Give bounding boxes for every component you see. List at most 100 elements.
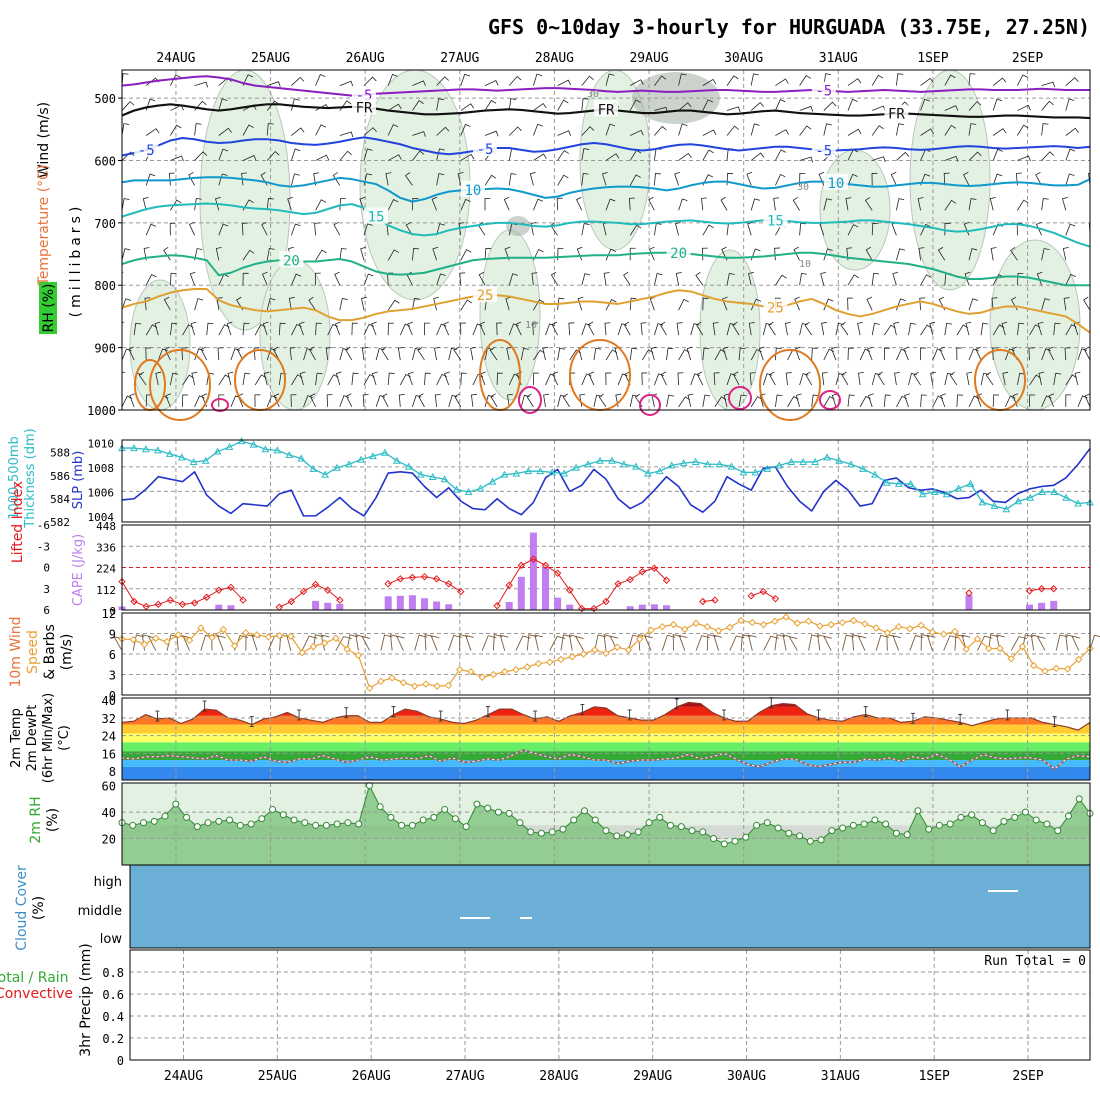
wind-barb xyxy=(194,123,202,136)
rh2m-marker xyxy=(1032,816,1040,824)
thickness-marker xyxy=(655,467,664,475)
lifted-index-marker xyxy=(529,555,538,563)
wind-speed-marker xyxy=(230,642,239,650)
wind-barb xyxy=(325,347,332,361)
wind-speed-marker xyxy=(917,621,925,630)
wind-barb xyxy=(666,394,675,407)
wind-barb xyxy=(436,98,445,111)
wind-barb xyxy=(871,222,879,236)
wind-barb xyxy=(702,224,714,236)
wind-barb xyxy=(1017,124,1029,136)
wind-barb xyxy=(299,371,306,386)
wind-barb xyxy=(382,393,389,408)
wind-barb xyxy=(458,222,465,236)
rh-contour-label: 10 xyxy=(525,320,537,331)
wind-barb xyxy=(768,321,776,336)
wind-barb xyxy=(890,171,897,186)
lifted-index-marker xyxy=(130,597,138,606)
wind-barb xyxy=(695,271,704,286)
precip-ylabel: Convective xyxy=(0,986,73,1002)
wind-barb xyxy=(363,273,374,286)
wind-barb xyxy=(290,394,297,407)
wind-barb xyxy=(784,321,791,336)
thickness-marker xyxy=(620,460,628,468)
wind-barb xyxy=(315,372,323,386)
wind-barb xyxy=(678,396,691,408)
thickness-marker xyxy=(130,444,138,452)
wind-barb xyxy=(181,347,188,361)
thickness-marker xyxy=(930,487,939,495)
wind-barb-10m xyxy=(361,635,371,651)
run-total-label: Run Total = 0 xyxy=(984,954,1086,969)
temp-minmax-bar xyxy=(391,706,396,718)
temp-ylabel: 2m Temp xyxy=(9,708,24,768)
wind-barb xyxy=(917,197,924,211)
wind-barb xyxy=(129,393,135,408)
wind-barb xyxy=(629,297,637,311)
wind-barb xyxy=(433,296,440,311)
wind-barb-10m xyxy=(926,634,936,651)
rh2m-marker xyxy=(473,800,481,808)
wind-barb-10m xyxy=(892,634,902,651)
isotherm-label: -5 xyxy=(815,84,832,100)
wind-barb-10m xyxy=(216,634,226,651)
thickness-marker xyxy=(763,464,772,472)
wind-barb xyxy=(918,247,925,261)
wind-barb xyxy=(1017,74,1028,86)
wind-speed-marker xyxy=(253,631,261,639)
wind-barb xyxy=(1065,148,1076,161)
wind-barb xyxy=(1010,246,1018,261)
wind-barb xyxy=(903,346,909,361)
wind-barb xyxy=(339,197,347,211)
wind-barb xyxy=(894,371,900,386)
wind-barb xyxy=(1061,196,1068,211)
wind-barb xyxy=(263,371,270,386)
wind-barb xyxy=(128,346,135,361)
wind-barb xyxy=(375,348,385,361)
cloud-frame xyxy=(129,864,1091,949)
wind-barb xyxy=(504,246,511,261)
wind-barb xyxy=(308,296,316,311)
thickness-ytick-label: 586 xyxy=(50,470,70,483)
rh2m-marker xyxy=(849,821,857,829)
wind-barb xyxy=(944,124,957,136)
wind-barb xyxy=(121,123,130,136)
thickness-marker xyxy=(381,448,389,456)
wind-barb xyxy=(1029,374,1041,386)
wind-barb xyxy=(339,297,348,311)
wind-barb xyxy=(920,324,932,336)
wind-speed-marker xyxy=(489,670,498,679)
wind-speed-marker xyxy=(534,659,543,668)
wind-barb-10m xyxy=(961,634,971,651)
isotherm-line xyxy=(121,75,1090,97)
wind-speed-marker xyxy=(568,653,576,661)
wind-speed-marker xyxy=(354,651,363,660)
wind-barb xyxy=(218,374,231,386)
wind-barb xyxy=(654,273,663,286)
wind-barb xyxy=(489,346,498,361)
wind-barb-10m xyxy=(851,634,861,651)
wind-barb xyxy=(581,148,590,161)
thickness-marker xyxy=(285,450,294,459)
wind-barb xyxy=(291,273,302,286)
wind-barb xyxy=(266,298,276,311)
lifted-index-marker xyxy=(384,580,392,588)
wind-barb xyxy=(805,371,813,386)
lifted-index-marker xyxy=(662,576,671,584)
wind-speed-marker xyxy=(546,658,554,666)
thickness-marker xyxy=(393,456,401,464)
wind-speed-marker xyxy=(129,635,137,644)
thickness-marker xyxy=(1062,493,1070,501)
cape-bar xyxy=(227,605,235,610)
wind-barb xyxy=(407,321,413,336)
wind-barb xyxy=(785,372,792,386)
wind-barb xyxy=(654,173,661,186)
wind-ytick-label: 9 xyxy=(109,628,116,642)
wind-barb xyxy=(775,174,786,186)
wind-barb xyxy=(360,246,366,261)
wind-barb xyxy=(787,396,799,408)
wind-barb xyxy=(145,324,158,336)
wind-ylabel: Speed xyxy=(25,630,41,674)
lifted-index-marker xyxy=(965,589,973,597)
wind-barb xyxy=(968,151,982,161)
